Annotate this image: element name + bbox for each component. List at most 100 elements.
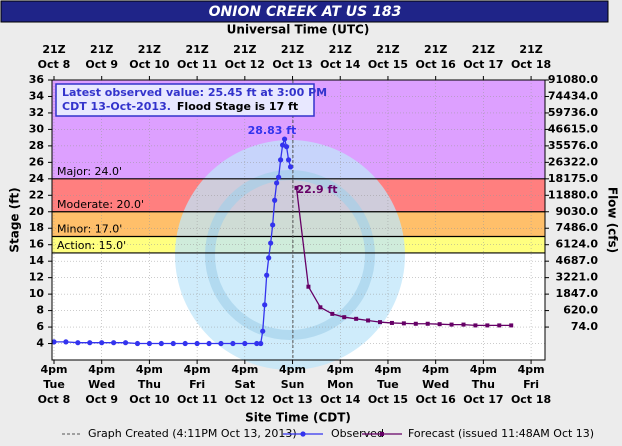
annotation-box <box>55 83 315 117</box>
y2-tick-label: 1847.0 <box>556 287 599 300</box>
x-tick-label: 4pm <box>136 363 163 376</box>
y2-tick-label: 46615.0 <box>548 122 598 135</box>
x-tick-label: Thu <box>472 378 495 391</box>
observed-point <box>272 197 278 203</box>
x-tick-label: Oct 13 <box>272 393 312 406</box>
x-tick-label: Oct 17 <box>463 393 503 406</box>
y2-axis-title: Flow (cfs) <box>606 187 620 253</box>
y-tick-label: 14 <box>29 254 45 267</box>
forecast-point <box>389 320 394 325</box>
observed-point <box>274 180 280 186</box>
y-tick-label: 32 <box>29 106 44 119</box>
x-tick-label: Tue <box>377 378 399 391</box>
x-tick-label: Tue <box>43 378 65 391</box>
observed-point <box>63 339 69 345</box>
x2-axis-title: Universal Time (UTC) <box>227 23 370 37</box>
x2-tick-label: 21Z <box>233 43 256 56</box>
y-axis-title: Stage (ft) <box>8 187 22 252</box>
observed-point <box>87 340 93 346</box>
x-tick-label: Wed <box>88 378 115 391</box>
forecast-point <box>413 321 418 326</box>
x-tick-label: Fri <box>523 378 539 391</box>
x2-tick-label: 21Z <box>519 43 542 56</box>
x-tick-label: Oct 18 <box>511 393 551 406</box>
x2-tick-label: 21Z <box>281 43 304 56</box>
legend-label: Observed <box>331 427 384 440</box>
x-tick-label: Sun <box>281 378 305 391</box>
forecast-point <box>354 316 359 321</box>
y2-tick-label: 35576.0 <box>548 139 598 152</box>
flood-stage-label: Minor: 17.0' <box>57 222 122 235</box>
x2-tick-label: Oct 9 <box>85 58 118 71</box>
y-tick-label: 24 <box>29 172 45 185</box>
observed-point <box>194 340 200 347</box>
y-tick-label: 20 <box>29 205 45 218</box>
observed-point <box>285 157 292 163</box>
observed-point <box>276 174 282 180</box>
y2-tick-label: 59736.0 <box>548 106 598 119</box>
observed-point <box>158 340 164 347</box>
y-tick-label: 22 <box>29 188 44 201</box>
y-tick-label: 30 <box>29 122 45 135</box>
plot-frame <box>51 79 546 361</box>
x-tick-label: Oct 12 <box>225 393 265 406</box>
x2-tick-label: Oct 18 <box>511 58 551 71</box>
x-tick-label: Oct 11 <box>177 393 217 406</box>
x2-tick-label: Oct 15 <box>368 58 408 71</box>
y-tick-label: 36 <box>29 73 45 86</box>
forecast-point <box>449 322 454 327</box>
y-tick-label: 12 <box>29 271 44 284</box>
x2-tick-label: Oct 12 <box>225 58 265 71</box>
observed-point <box>182 340 188 347</box>
forecast-point <box>306 284 311 289</box>
x2-tick-label: Oct 17 <box>463 58 503 71</box>
x2-tick-label: 21Z <box>329 43 352 56</box>
x-tick-label: Oct 16 <box>416 393 457 406</box>
x-tick-label: 4pm <box>422 363 449 376</box>
logo-watermark <box>205 170 375 340</box>
flood-stage-label: Major: 24.0' <box>57 165 122 178</box>
y2-tick-label: 91080.0 <box>548 73 598 86</box>
x-tick-label: 4pm <box>184 363 211 376</box>
flood-stage-label: Moderate: 20.0' <box>57 198 144 211</box>
annotation-text: CDT 13-Oct-2013. <box>62 100 171 113</box>
x2-tick-label: Oct 14 <box>320 58 361 71</box>
observed-point <box>278 157 284 163</box>
observed-point <box>134 340 141 347</box>
x2-tick-label: 21Z <box>424 43 447 56</box>
observed-point <box>268 240 274 246</box>
observed-point <box>230 340 236 347</box>
x2-tick-label: Oct 11 <box>177 58 217 71</box>
observed-point <box>281 136 288 142</box>
observed-point <box>99 340 105 346</box>
observed-point <box>262 302 268 308</box>
observed-point <box>287 164 294 170</box>
y-tick-label: 6 <box>36 320 44 333</box>
x2-tick-label: 21Z <box>138 43 161 56</box>
x2-tick-label: 21Z <box>90 43 113 56</box>
x2-tick-label: 21Z <box>376 43 399 56</box>
legend-label: Graph Created (4:11PM Oct 13, 2013) <box>88 427 297 440</box>
forecast-point <box>401 321 406 326</box>
observed-point <box>206 340 212 347</box>
x2-tick-label: Oct 13 <box>272 58 312 71</box>
x2-tick-label: 21Z <box>42 43 65 56</box>
forecast-point <box>497 323 502 328</box>
x-tick-label: Fri <box>189 378 205 391</box>
title-bar <box>0 0 609 23</box>
x2-tick-label: Oct 10 <box>129 58 170 71</box>
x-tick-label: Thu <box>138 378 161 391</box>
x-tick-label: 4pm <box>470 363 497 376</box>
observed-point <box>111 340 117 346</box>
x-tick-label: 4pm <box>279 363 306 376</box>
x-tick-label: Oct 8 <box>38 393 71 406</box>
peak-label: 28.83 ft <box>248 124 297 137</box>
y2-tick-label: 620.0 <box>563 304 598 317</box>
observed-point <box>260 328 266 334</box>
x-tick-label: Oct 9 <box>85 393 118 406</box>
y2-tick-label: 18175.0 <box>548 172 598 185</box>
y2-tick-label: 74434.0 <box>548 89 598 102</box>
y-tick-label: 8 <box>36 304 44 317</box>
y-tick-label: 28 <box>29 139 44 152</box>
